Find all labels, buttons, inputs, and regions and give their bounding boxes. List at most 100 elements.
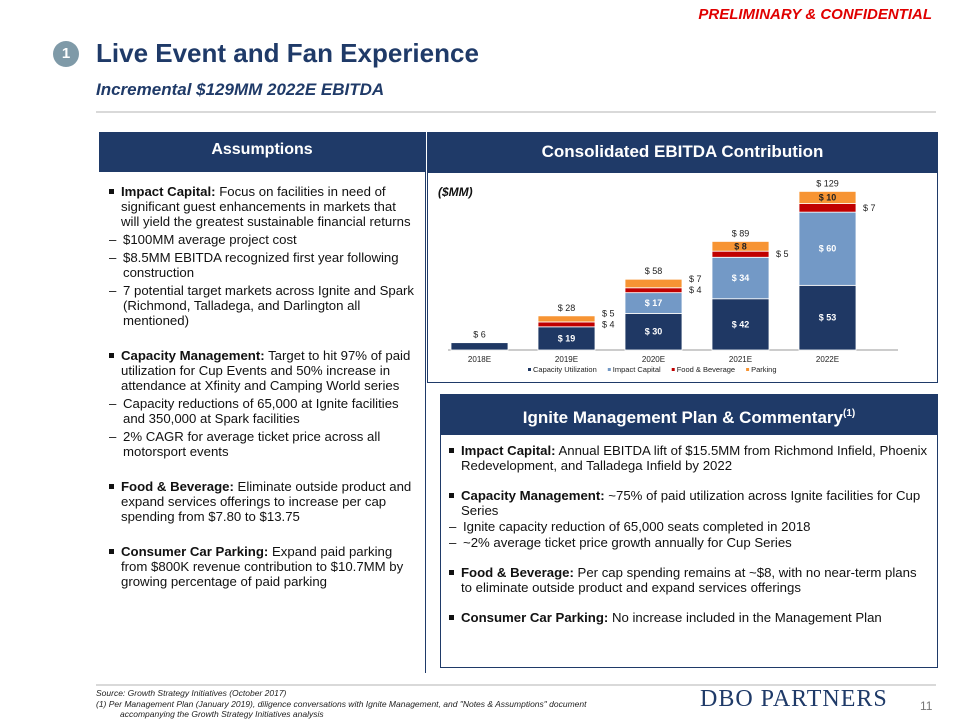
bullet-item: Consumer Car Parking: Expand paid parkin…	[107, 544, 417, 589]
bullet-label: Impact Capital:	[461, 443, 556, 458]
data-label: $ 19	[558, 333, 576, 343]
chart-unit-label: ($MM)	[438, 185, 473, 199]
footnote-1: (1) Per Management Plan (January 2019), …	[96, 698, 587, 709]
list-spacer	[447, 550, 931, 565]
assumptions-header: Assumptions	[99, 132, 425, 172]
assumptions-panel: Assumptions Impact Capital: Focus on fac…	[99, 132, 426, 673]
source-note: Source: Growth Strategy Initiatives (Oct…	[96, 688, 287, 698]
sub-bullet-item: $100MM average project cost	[107, 232, 417, 247]
bullet-label: Food & Beverage:	[121, 479, 234, 494]
bar-segment	[711, 298, 770, 351]
sub-bullet-item: 2% CAGR for average ticket price across …	[107, 429, 417, 459]
total-label: $ 6	[473, 330, 486, 340]
bullet-item: Food & Beverage: Per cap spending remain…	[447, 565, 931, 595]
legend-label: Capacity Utilization	[533, 365, 597, 374]
list-spacer	[107, 459, 417, 479]
data-label: $ 8	[734, 241, 747, 251]
ignite-header-footnote: (1)	[843, 408, 856, 419]
page-subtitle: Incremental $129MM 2022E EBITDA	[96, 80, 385, 99]
bullet-text: Target to hit 97% of paid utilization fo…	[121, 348, 411, 393]
data-label: $ 60	[819, 244, 837, 254]
ignite-header: Ignite Management Plan & Commentary(1)	[441, 395, 937, 435]
sub-bullet-item: Capacity reductions of 65,000 at Ignite …	[107, 396, 417, 426]
legend-swatch	[528, 368, 531, 371]
data-label: $ 4	[602, 319, 615, 329]
bar-segment	[798, 190, 857, 204]
section-number-badge: 1	[53, 41, 79, 67]
data-label: $ 7	[689, 274, 702, 284]
legend-swatch	[607, 368, 611, 371]
sub-bullet-item: Ignite capacity reduction of 65,000 seat…	[447, 519, 931, 534]
bullet-item: Capacity Management: Target to hit 97% o…	[107, 348, 417, 393]
data-label: $ 5	[602, 308, 615, 318]
legend-swatch	[746, 368, 750, 371]
sub-bullet-item: ~2% average ticket price growth annually…	[447, 535, 931, 550]
bullet-item: Impact Capital: Focus on facilities in n…	[107, 184, 417, 229]
legend-label: Food & Beverage	[677, 365, 735, 374]
list-spacer	[447, 595, 931, 610]
bullet-label: Capacity Management:	[121, 348, 265, 363]
category-label: 2019E	[555, 355, 578, 364]
category-label: 2020E	[642, 355, 665, 364]
chart-panel: Consolidated EBITDA Contribution ($MM) $…	[427, 132, 938, 383]
data-label: $ 10	[819, 193, 837, 203]
data-label: $ 5	[776, 249, 789, 259]
total-label: $ 28	[558, 303, 576, 313]
footnote-1-cont: accompanying the Growth Strategy Initiat…	[120, 709, 324, 719]
footer-divider	[96, 684, 936, 686]
total-label: $ 89	[732, 228, 750, 238]
list-spacer	[107, 524, 417, 544]
total-label: $ 58	[645, 266, 663, 276]
assumptions-list: Impact Capital: Focus on facilities in n…	[99, 172, 425, 589]
confidential-label: PRELIMINARY & CONFIDENTIAL	[698, 6, 932, 23]
legend-label: Impact Capital	[613, 365, 661, 374]
legend-swatch	[671, 368, 675, 371]
sub-bullet-item: $8.5MM EBITDA recognized first year foll…	[107, 250, 417, 280]
bullet-label: Consumer Car Parking:	[461, 610, 609, 625]
chart-header: Consolidated EBITDA Contribution	[428, 133, 937, 173]
legend-label: Parking	[751, 365, 776, 374]
dbo-partners-logo: DBO PARTNERS	[700, 686, 888, 712]
bullet-item: Consumer Car Parking: No increase includ…	[447, 610, 931, 625]
bullet-text: Expand paid parking from $800K revenue c…	[121, 544, 404, 589]
data-label: $ 17	[645, 298, 663, 308]
bullet-item: Impact Capital: Annual EBITDA lift of $1…	[447, 443, 931, 473]
ignite-header-text: Ignite Management Plan & Commentary	[522, 407, 843, 427]
list-spacer	[107, 328, 417, 348]
ignite-list: Impact Capital: Annual EBITDA lift of $1…	[441, 435, 937, 625]
bar-segment	[624, 278, 683, 289]
bullet-label: Capacity Management:	[461, 488, 605, 503]
bullet-label: Food & Beverage:	[461, 565, 574, 580]
bullet-text: No increase included in the Management P…	[608, 610, 882, 625]
list-spacer	[447, 473, 931, 488]
divider	[96, 111, 936, 113]
data-label: $ 7	[863, 203, 876, 213]
bar-segment	[711, 241, 770, 252]
bullet-text: Focus on facilities in need of significa…	[121, 184, 411, 229]
bullet-item: Food & Beverage: Eliminate outside produ…	[107, 479, 417, 524]
bullet-item: Capacity Management: ~75% of paid utiliz…	[447, 488, 931, 518]
data-label: $ 4	[689, 285, 702, 295]
data-label: $ 53	[819, 313, 837, 323]
bar-segment	[711, 256, 770, 300]
data-label: $ 30	[645, 327, 663, 337]
bullet-text: Eliminate outside product and expand ser…	[121, 479, 412, 524]
bar-segment	[798, 211, 857, 286]
bar-segment	[450, 342, 509, 351]
page-number: 11	[920, 699, 933, 713]
data-label: $ 34	[732, 273, 750, 283]
bar-segment	[798, 284, 857, 351]
category-label: 2022E	[816, 355, 839, 364]
page-title: Live Event and Fan Experience	[96, 38, 479, 68]
bar-segment	[537, 315, 596, 323]
sub-bullet-item: 7 potential target markets across Ignite…	[107, 283, 417, 328]
category-label: 2018E	[468, 355, 491, 364]
bullet-label: Consumer Car Parking:	[121, 544, 269, 559]
bullet-text: Annual EBITDA lift of $15.5MM from Richm…	[461, 443, 928, 473]
data-label: $ 42	[732, 319, 750, 329]
category-label: 2021E	[729, 355, 752, 364]
ignite-panel: Ignite Management Plan & Commentary(1) I…	[440, 394, 938, 668]
total-label: $ 129	[816, 178, 839, 188]
bar-segment	[624, 312, 683, 351]
